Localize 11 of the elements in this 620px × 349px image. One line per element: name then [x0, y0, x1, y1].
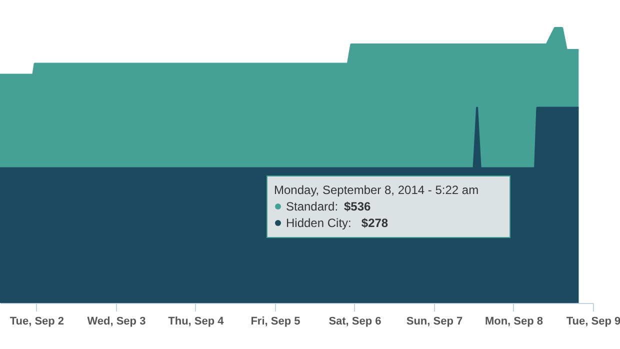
- x-tick-label: Wed, Sep 3: [87, 316, 146, 328]
- annotation: Hidden City: $278: [286, 216, 388, 230]
- x-tick-label: Sun, Sep 7: [406, 316, 463, 328]
- x-tick-label: Tue, Sep 9: [566, 316, 620, 328]
- x-tick-label: Thu, Sep 4: [168, 316, 225, 328]
- x-tick-label: Fri, Sep 5: [250, 316, 300, 328]
- annotation: Standard: $536: [286, 200, 372, 214]
- x-tick-label: Sat, Sep 6: [328, 316, 382, 328]
- x-tick-label: Mon, Sep 8: [484, 316, 544, 328]
- annotation: Monday, September 8, 2014 - 5:22 am: [274, 183, 479, 197]
- x-tick-label: Tue, Sep 2: [10, 316, 64, 328]
